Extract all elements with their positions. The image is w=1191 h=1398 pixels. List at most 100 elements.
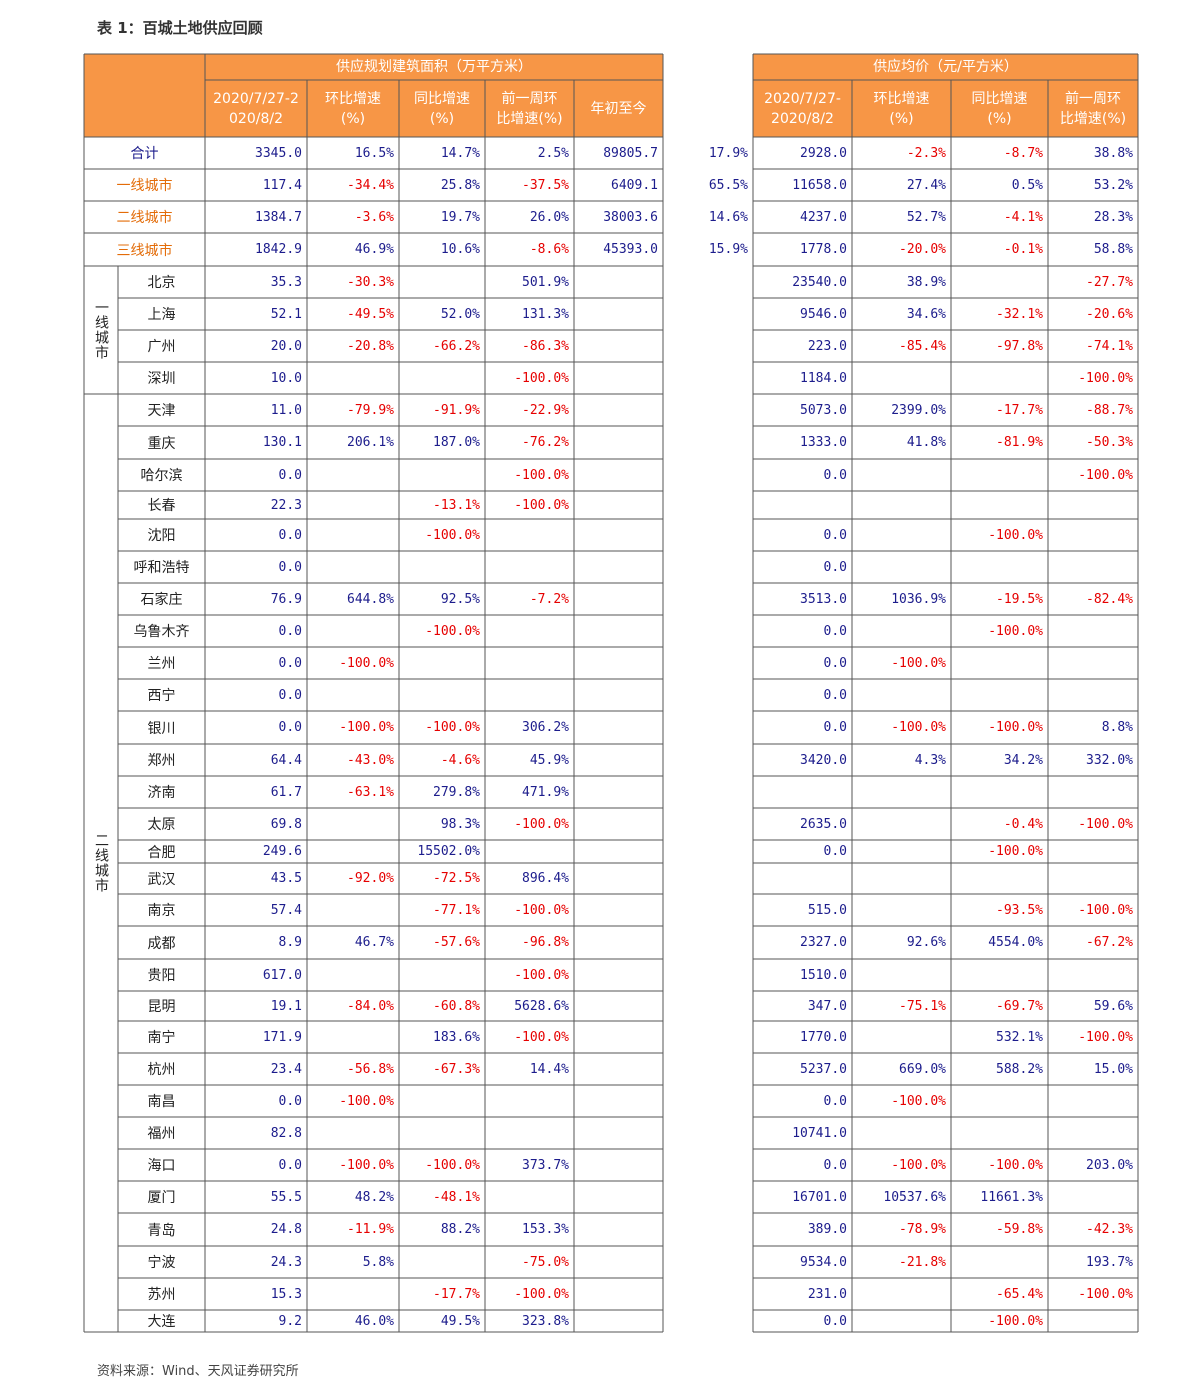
table-cell-value: -100.0% [514, 1029, 569, 1045]
table-cell-value: 20.0 [270, 338, 302, 354]
table-cell-value: 45.9% [529, 752, 569, 768]
table-cell-value: 34.2% [1003, 752, 1043, 768]
column-header: 同比增速 (%) [414, 90, 470, 127]
table-cell-value: 0.0 [278, 623, 302, 639]
table-cell-value: 389.0 [807, 1222, 847, 1237]
table-cell-value: 11.0 [270, 402, 302, 418]
table-cell-value: 9534.0 [800, 1254, 847, 1270]
table-cell-value: 1842.9 [255, 242, 302, 257]
table-cell-value: 59.6% [1093, 998, 1133, 1014]
table-cell-value: 896.4% [522, 871, 569, 886]
table-cell-value: -82.4% [1086, 591, 1133, 607]
table-cell-value: -100.0% [988, 527, 1043, 543]
table-cell-value: 515.0 [807, 902, 847, 918]
table-cell-value: -50.3% [1086, 435, 1133, 450]
column-header: 年初至今 [590, 100, 647, 117]
table-cell-value: 45393.0 [603, 242, 658, 257]
table-cell-value: -100.0% [514, 370, 569, 386]
table-cell-value: -4.1% [1003, 209, 1043, 225]
table-cell-value: -22.9% [522, 402, 569, 418]
table-cell-value: -49.5% [347, 306, 394, 322]
table-cell-value: 17.9% [708, 145, 748, 161]
table-cell-value: -84.0% [347, 998, 394, 1014]
table-cell-value: -76.2% [522, 435, 569, 450]
table-cell-value: 24.3 [270, 1254, 302, 1270]
table-cell-value: 28.3% [1093, 209, 1133, 225]
table-cell-value: 0.0 [823, 467, 847, 483]
table-cell-value: -27.7% [1086, 274, 1133, 290]
table-cell-value: -30.3% [347, 274, 394, 290]
table-cell-value: -59.8% [996, 1222, 1043, 1237]
table-cell-value: -100.0% [339, 655, 394, 671]
table-cell-value: -100.0% [514, 967, 569, 983]
table-cell-value: 0.0 [278, 1093, 302, 1109]
city-name: 上海 [147, 307, 176, 323]
summary-row-label: 三线城市 [116, 242, 173, 259]
table-cell-value: -75.0% [522, 1254, 569, 1270]
city-name: 成都 [147, 935, 176, 952]
table-cell-value: -79.9% [347, 402, 394, 418]
table-cell-value: 1510.0 [800, 967, 847, 983]
table-cell-value: 0.0 [278, 527, 302, 543]
header-group-area: 供应规划建筑面积（万平方米） [336, 59, 532, 75]
table-cell-value: -100.0% [891, 1093, 946, 1109]
table-cell-value: 10.0 [270, 370, 302, 386]
table-cell-value: 193.7% [1086, 1254, 1133, 1270]
table-cell-value: 532.1% [996, 1029, 1043, 1045]
table-cell-value: 183.6% [433, 1029, 480, 1045]
city-name: 厦门 [147, 1190, 176, 1206]
table-cell-value: 117.4 [262, 177, 302, 193]
city-name: 青岛 [147, 1222, 176, 1239]
table-cell-value: 48.2% [354, 1189, 394, 1205]
table-cell-value: 15.0% [1093, 1061, 1133, 1077]
table-cell-value: -100.0% [1078, 1029, 1133, 1045]
table-cell-value: 231.0 [807, 1286, 847, 1302]
column-header: 环比增速 (%) [325, 90, 381, 127]
table-cell-value: -72.5% [433, 871, 480, 886]
table-cell-value: 46.9% [354, 242, 394, 257]
table-cell-value: -85.4% [899, 338, 946, 354]
table-cell-value: 53.2% [1093, 177, 1133, 193]
city-name: 呼和浩特 [133, 560, 190, 576]
table-cell-value: -19.5% [996, 591, 1043, 607]
table-cell-value: -97.8% [996, 338, 1043, 354]
table-cell-value: 4237.0 [800, 209, 847, 225]
column-header: 累计同比 (%) [680, 90, 736, 127]
table-cell-value: -100.0% [339, 1157, 394, 1173]
table-cell-value: 82.8 [270, 1125, 302, 1141]
table-cell-value: 5.8% [362, 1254, 394, 1270]
table-cell-value: -100.0% [514, 1286, 569, 1302]
table-cell-value: -69.7% [996, 998, 1043, 1014]
table-cell-value: 19.1 [270, 998, 302, 1014]
table-cell-value: 1778.0 [800, 242, 847, 257]
table-cell-value: 24.8 [270, 1222, 302, 1237]
table-cell-value: 98.3% [440, 816, 480, 832]
table-cell-value: 25.8% [440, 177, 480, 193]
city-name: 杭州 [147, 1062, 176, 1078]
table-cell-value: -100.0% [514, 467, 569, 483]
table-cell-value: -74.1% [1086, 338, 1133, 354]
table-cell-value: 2635.0 [800, 816, 847, 832]
table-cell-value: 8.9 [278, 935, 302, 950]
table-cell-value: 38.8% [1093, 145, 1133, 161]
table-cell-value: -100.0% [988, 623, 1043, 639]
table-cell-value: 1384.7 [255, 209, 302, 225]
table-cell-value: -3.6% [354, 209, 394, 225]
table-cell-value: -100.0% [425, 720, 480, 735]
table-cell-value: 0.0 [823, 720, 847, 735]
table-cell-value: 0.0 [278, 655, 302, 671]
table-cell-value: 27.4% [906, 177, 946, 193]
table-cell-value: 171.9 [262, 1029, 302, 1045]
table-cell-value: -60.8% [433, 998, 480, 1014]
table-cell-value: 5237.0 [800, 1061, 847, 1077]
table-cell-value: 92.6% [906, 935, 946, 950]
table-cell-value: 16701.0 [792, 1189, 847, 1205]
table-cell-value: -17.7% [433, 1286, 480, 1302]
table-cell-value: 52.1 [270, 306, 302, 322]
table-cell-value: 38.9% [906, 274, 946, 290]
table-cell-value: -2.3% [906, 145, 946, 161]
city-name: 南京 [147, 903, 176, 919]
city-name: 沈阳 [147, 528, 176, 544]
column-header: 前一周环 比增速(%) [1059, 90, 1127, 127]
table-cell-value: 49.5% [440, 1313, 480, 1329]
